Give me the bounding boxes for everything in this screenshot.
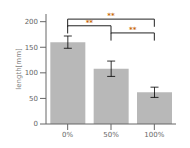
- svg-text:**: **: [86, 19, 94, 27]
- svg-text:length[mm]: length[mm]: [15, 48, 23, 90]
- svg-text:**: **: [129, 26, 137, 34]
- svg-text:50: 50: [29, 95, 38, 103]
- svg-text:200: 200: [25, 18, 38, 26]
- svg-text:150: 150: [25, 44, 38, 52]
- svg-text:0%: 0%: [62, 131, 73, 139]
- svg-text:100: 100: [25, 69, 38, 77]
- svg-text:50%: 50%: [103, 131, 119, 139]
- svg-text:0: 0: [34, 120, 38, 128]
- svg-text:100%: 100%: [144, 131, 164, 139]
- svg-text:**: **: [107, 12, 115, 20]
